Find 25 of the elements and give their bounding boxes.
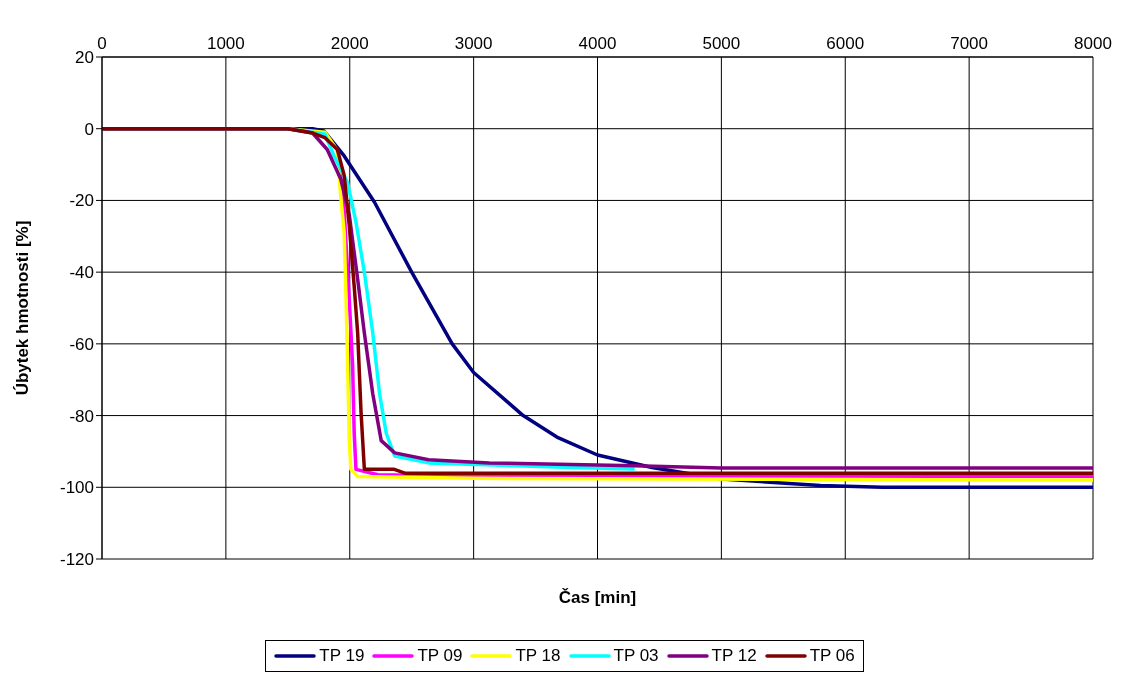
x-tick-label: 0 <box>97 34 107 53</box>
legend-label: TP 18 <box>514 646 561 666</box>
legend-label: TP 06 <box>808 646 855 666</box>
legend-label: TP 09 <box>416 646 463 666</box>
y-axis-title: Úbytek hmotnosti [%] <box>13 220 33 396</box>
legend-label: TP 03 <box>612 646 659 666</box>
x-tick-label: 8000 <box>1074 34 1112 53</box>
y-tick-label: 20 <box>75 48 94 68</box>
y-tick-label: 0 <box>84 119 94 139</box>
x-tick-label: 6000 <box>826 34 865 53</box>
x-axis-title: Čas [min] <box>557 588 638 608</box>
y-tick-label: -40 <box>69 263 94 283</box>
legend-label: TP 19 <box>318 646 365 666</box>
y-tick-label: -60 <box>69 334 94 354</box>
y-tick-label: -120 <box>59 550 94 570</box>
y-tick-label: -100 <box>59 478 94 498</box>
x-tick-label: 2000 <box>330 34 369 53</box>
x-tick-label: 3000 <box>454 34 493 53</box>
x-tick-label: 1000 <box>206 34 245 53</box>
x-tick-label: 7000 <box>950 34 989 53</box>
y-tick-label: -20 <box>69 191 94 211</box>
legend-label: TP 12 <box>710 646 757 666</box>
x-tick-label: 4000 <box>578 34 617 53</box>
y-tick-label: -80 <box>69 406 94 426</box>
x-tick-label: 5000 <box>702 34 741 53</box>
